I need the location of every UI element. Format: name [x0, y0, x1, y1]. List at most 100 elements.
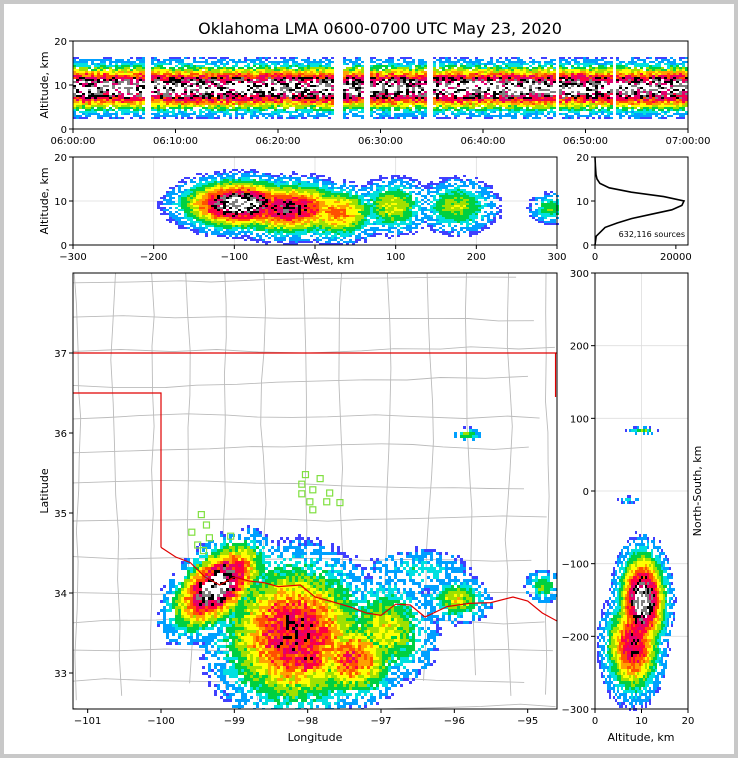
density-cell — [568, 89, 571, 91]
density-cell — [391, 81, 394, 83]
density-cell — [532, 81, 535, 83]
density-cell — [640, 75, 643, 77]
density-cell — [448, 63, 451, 65]
density-cell — [421, 83, 424, 85]
density-cell — [559, 65, 562, 67]
density-cell — [547, 67, 550, 69]
density-cell — [229, 99, 232, 101]
density-cell — [565, 83, 568, 85]
density-cell — [442, 107, 445, 109]
density-cell — [190, 85, 193, 87]
density-cell — [202, 73, 205, 75]
density-cell — [298, 71, 301, 73]
density-cell — [319, 73, 322, 75]
density-cell — [529, 83, 532, 85]
density-cell — [577, 101, 580, 103]
density-cell — [76, 83, 79, 85]
density-cell — [415, 97, 418, 99]
density-cell — [640, 89, 643, 91]
density-cell — [580, 107, 583, 109]
density-cell — [292, 103, 295, 105]
density-cell — [409, 95, 412, 97]
density-cell — [196, 75, 199, 77]
density-cell — [406, 93, 409, 95]
density-cell — [76, 93, 79, 95]
density-cell — [151, 87, 154, 89]
density-cell — [106, 111, 109, 113]
density-cell — [286, 59, 289, 61]
density-cell — [157, 63, 160, 65]
density-cell — [403, 103, 406, 105]
density-cell — [250, 71, 253, 73]
density-cell — [214, 79, 217, 81]
density-cell — [589, 115, 592, 117]
density-cell — [418, 105, 421, 107]
density-cell — [616, 105, 619, 107]
density-cell — [85, 59, 88, 61]
density-cell — [97, 107, 100, 109]
density-cell — [604, 101, 607, 103]
density-cell — [421, 65, 424, 67]
density-cell — [523, 73, 526, 75]
density-cell — [388, 97, 391, 99]
density-cell — [163, 73, 166, 75]
density-cell — [256, 83, 259, 85]
density-cell — [625, 105, 628, 107]
density-cell — [199, 61, 202, 63]
density-cell — [286, 79, 289, 81]
density-cell — [238, 113, 241, 115]
density-cell — [634, 79, 637, 81]
density-cell — [640, 65, 643, 67]
density-cell — [238, 77, 241, 79]
density-cell — [640, 67, 643, 69]
density-cell — [133, 111, 136, 113]
density-cell — [460, 103, 463, 105]
density-cell — [298, 89, 301, 91]
density-cell — [199, 71, 202, 73]
density-cell — [445, 101, 448, 103]
density-cell — [166, 111, 169, 113]
density-cell — [166, 103, 169, 105]
density-cell — [490, 95, 493, 97]
density-cell — [91, 91, 94, 93]
density-cell — [439, 95, 442, 97]
density-cell — [451, 113, 454, 115]
density-cell — [103, 71, 106, 73]
density-cell — [568, 117, 571, 119]
density-cell — [631, 113, 634, 115]
density-cell — [355, 57, 358, 59]
density-cell — [379, 109, 382, 111]
density-cell — [451, 75, 454, 77]
density-cell — [151, 59, 154, 61]
density-cell — [97, 75, 100, 77]
density-cell — [616, 111, 619, 113]
density-cell — [349, 79, 352, 81]
density-cell — [469, 81, 472, 83]
density-cell — [625, 65, 628, 67]
density-cell — [574, 91, 577, 93]
density-cell — [166, 81, 169, 83]
density-cell — [349, 73, 352, 75]
density-cell — [466, 85, 469, 87]
density-cell — [265, 85, 268, 87]
density-cell — [490, 79, 493, 81]
density-cell — [118, 83, 121, 85]
density-cell — [418, 113, 421, 115]
density-cell — [499, 113, 502, 115]
density-cell — [271, 117, 274, 119]
density-cell — [166, 91, 169, 93]
density-cell — [391, 91, 394, 93]
density-cell — [205, 67, 208, 69]
density-cell — [406, 65, 409, 67]
density-cell — [370, 81, 373, 83]
density-cell — [577, 69, 580, 71]
density-cell — [565, 117, 568, 119]
density-cell — [523, 115, 526, 117]
density-cell — [190, 105, 193, 107]
density-cell — [361, 103, 364, 105]
density-cell — [205, 59, 208, 61]
density-cell — [568, 79, 571, 81]
density-cell — [547, 87, 550, 89]
density-cell — [628, 71, 631, 73]
density-cell — [373, 95, 376, 97]
